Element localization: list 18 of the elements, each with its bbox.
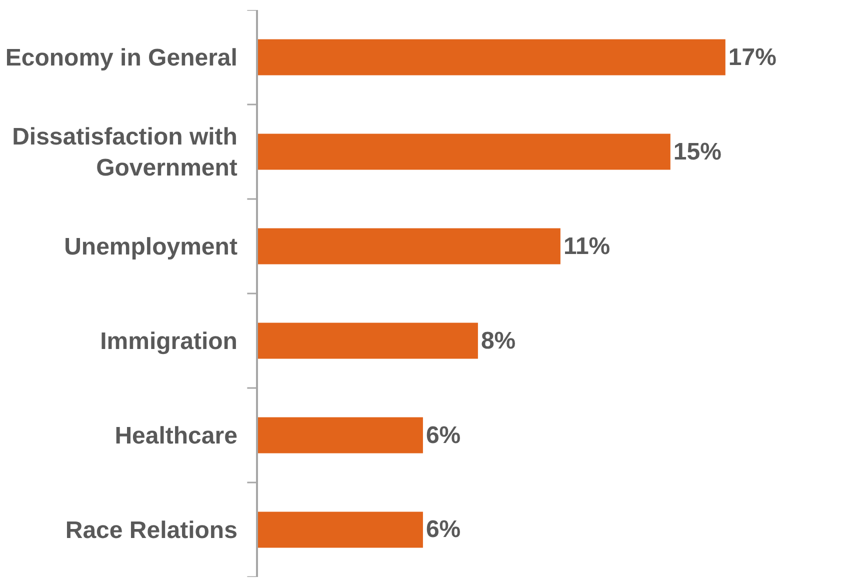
bar (258, 417, 423, 454)
bar (258, 512, 423, 548)
y-tick-label: Healthcare (114, 422, 238, 450)
data-label: 6% (426, 516, 461, 544)
bar (258, 39, 726, 76)
bar (258, 228, 560, 264)
y-tick-label: Unemployment (64, 234, 238, 261)
bar (258, 322, 478, 359)
data-label: 11% (563, 232, 610, 260)
y-tick-label: Economy in General (5, 44, 238, 72)
y-tick-label: Immigration (100, 328, 238, 356)
data-label: 8% (480, 327, 516, 354)
data-label: 15% (673, 138, 722, 166)
data-label: 6% (426, 422, 461, 449)
data-label: 17% (728, 44, 776, 71)
bar (258, 134, 670, 170)
y-tick-label: Race Relations (65, 517, 238, 544)
y-tick-label: Dissatisfaction with Government (12, 124, 238, 182)
